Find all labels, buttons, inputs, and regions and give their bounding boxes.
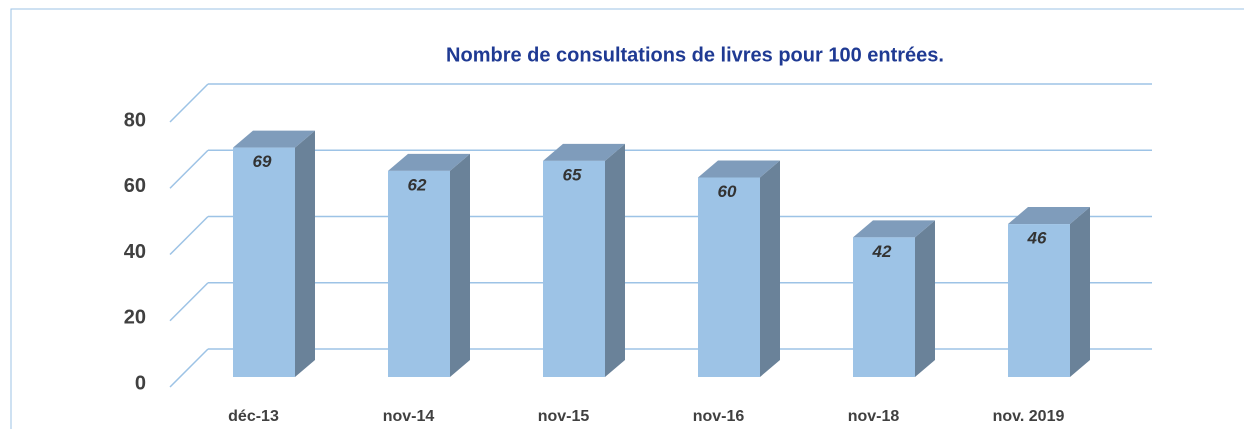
x-tick-label: nov. 2019	[993, 408, 1065, 425]
grid-line-depth	[169, 83, 209, 123]
x-tick-label: nov-18	[848, 408, 900, 425]
x-tick-label: nov-15	[538, 408, 590, 425]
chart-title: Nombre de consultations de livres pour 1…	[446, 44, 944, 66]
bar-side	[295, 130, 315, 377]
bar	[853, 237, 915, 377]
bar-top	[853, 220, 935, 238]
x-tick-label: déc-13	[228, 408, 279, 425]
frame	[10, 8, 1244, 429]
value-label: 62	[408, 175, 427, 194]
bar-top	[1008, 207, 1090, 225]
y-tick-label: 40	[124, 241, 146, 263]
bar-side	[760, 160, 780, 377]
y-tick-label: 20	[124, 307, 146, 329]
grid-line-depth	[169, 149, 209, 189]
bar-side	[450, 153, 470, 377]
bar-side	[915, 220, 935, 377]
bar	[1008, 224, 1070, 377]
value-label: 60	[718, 182, 737, 201]
x-tick-label: nov-16	[693, 408, 745, 425]
value-label: 69	[253, 152, 272, 171]
y-tick-label: 0	[135, 372, 146, 394]
value-label: 46	[1027, 229, 1047, 248]
grid-line-depth	[169, 215, 209, 256]
bar-top	[388, 153, 470, 171]
value-label: 42	[872, 242, 892, 261]
x-tick-label: nov-14	[383, 408, 435, 425]
bar	[388, 170, 450, 377]
y-tick-label: 60	[124, 175, 146, 197]
value-label: 65	[563, 165, 582, 184]
bar	[543, 160, 605, 377]
bar-side	[605, 143, 625, 377]
bar-top	[543, 143, 625, 161]
bar-top	[233, 130, 315, 148]
y-tick-label: 80	[124, 109, 146, 131]
bar-top	[698, 160, 780, 178]
bar	[233, 147, 295, 377]
grid-line-depth	[169, 348, 209, 388]
grid-line-depth	[169, 282, 209, 322]
bar-side	[1070, 207, 1090, 377]
bar	[698, 177, 760, 377]
